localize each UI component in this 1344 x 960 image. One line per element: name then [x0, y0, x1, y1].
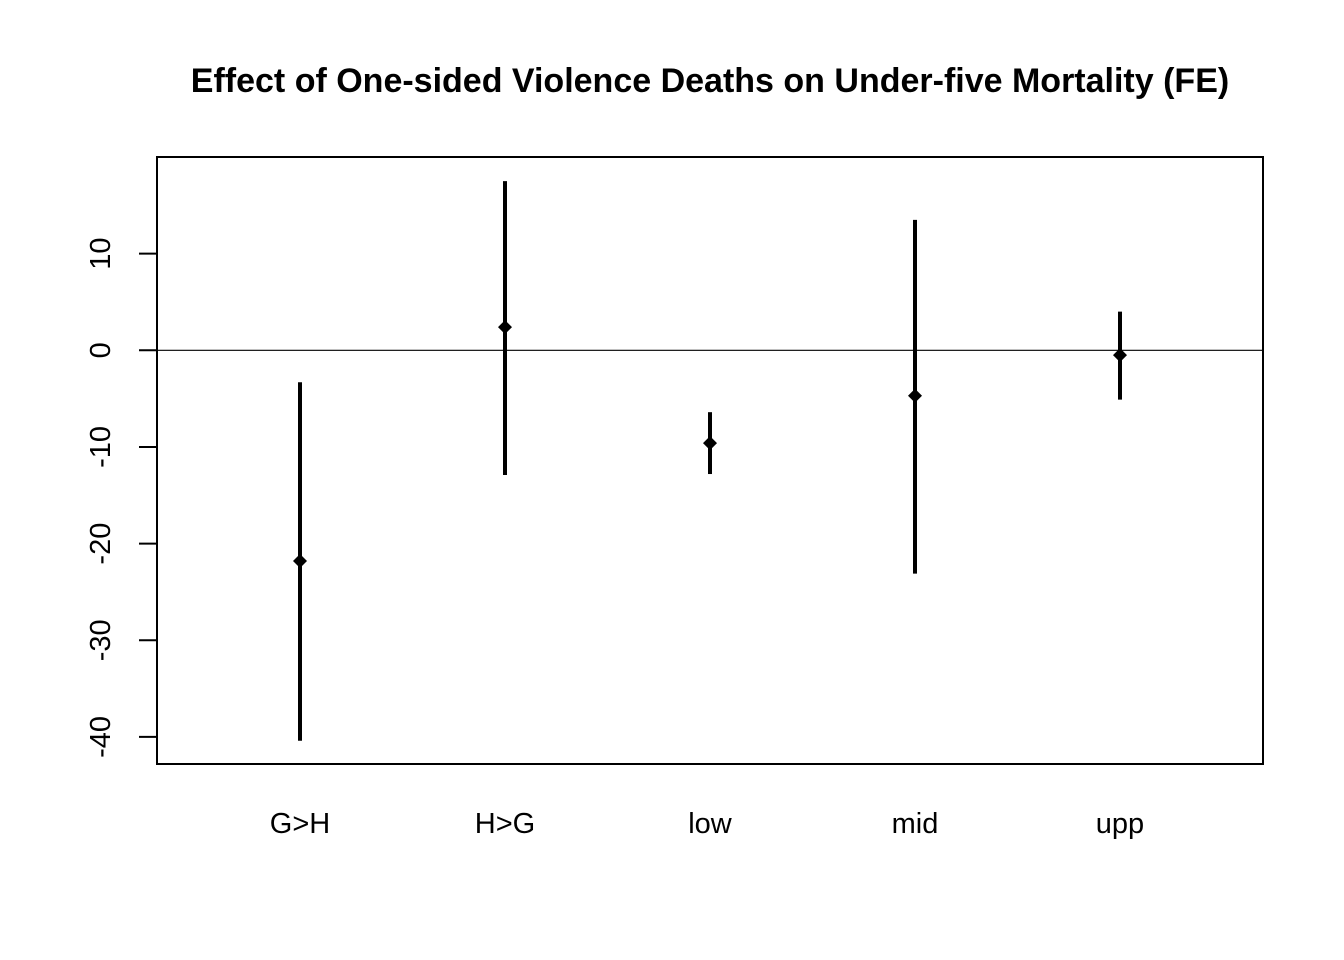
series-marks	[293, 181, 1127, 741]
point-estimate	[498, 320, 512, 335]
y-tick-label: -20	[85, 523, 117, 565]
x-tick-label: G>H	[270, 808, 330, 840]
x-tick-label: upp	[1096, 808, 1144, 840]
x-tick-label: low	[688, 808, 733, 840]
y-tick-label: 0	[85, 342, 117, 358]
point-estimate	[293, 554, 307, 569]
x-tick-label: H>G	[475, 808, 535, 840]
point-estimate	[908, 388, 922, 403]
y-tick-label: -30	[85, 619, 117, 661]
y-tick-label: -10	[85, 426, 117, 468]
point-estimate	[1113, 348, 1127, 363]
x-axis: G>H H>G low mid upp	[270, 808, 1144, 840]
y-axis: -40 -30 -20 -10 0 10	[85, 238, 158, 758]
chart-title: Effect of One-sided Violence Deaths on U…	[191, 62, 1229, 100]
point-estimate	[703, 436, 717, 451]
y-tick-label: 10	[85, 238, 117, 270]
y-tick-label: -40	[85, 716, 117, 758]
x-tick-label: mid	[892, 808, 939, 840]
